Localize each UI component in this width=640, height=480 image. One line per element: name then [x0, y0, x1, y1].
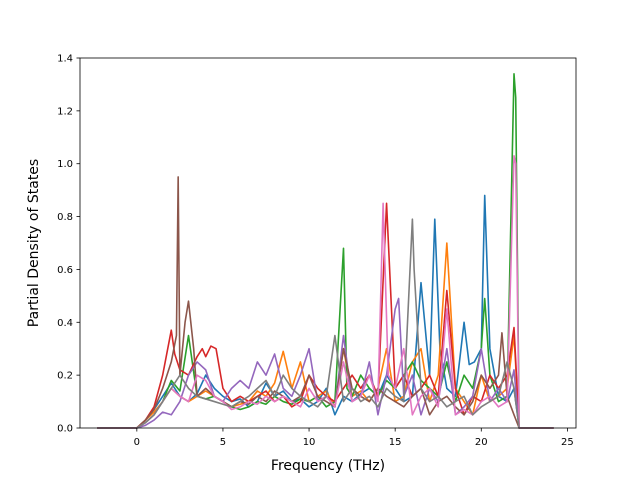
x-axis-ticks: 0 5 10 15 20 25 — [134, 428, 574, 448]
series-layer — [97, 73, 554, 429]
y-tick-label: 0.6 — [57, 265, 73, 276]
x-tick-label: 20 — [475, 437, 488, 448]
x-tick-label: 10 — [303, 437, 316, 448]
x-axis-label: Frequency (THz) — [271, 458, 385, 474]
x-tick-label: 15 — [389, 437, 402, 448]
x-tick-label: 25 — [561, 437, 574, 448]
series-line-7 — [97, 154, 554, 429]
plot-frame — [79, 57, 577, 429]
series-line-8 — [97, 218, 554, 429]
x-tick-label: 5 — [220, 437, 226, 448]
y-tick-label: 1.2 — [57, 106, 73, 117]
y-tick-label: 0.4 — [57, 318, 73, 329]
y-tick-label: 1.0 — [57, 159, 73, 170]
x-tick-label: 0 — [134, 437, 140, 448]
y-axis-label: Partial Density of States — [26, 159, 42, 327]
y-tick-label: 0.8 — [57, 212, 73, 223]
y-tick-label: 0.2 — [57, 371, 73, 382]
y-tick-label: 1.4 — [57, 54, 73, 65]
y-axis-ticks: 0.0 0.2 0.4 0.6 0.8 1.0 1.2 1.4 — [57, 54, 80, 435]
series-line-4 — [97, 202, 554, 429]
y-tick-label: 0.0 — [57, 424, 73, 435]
